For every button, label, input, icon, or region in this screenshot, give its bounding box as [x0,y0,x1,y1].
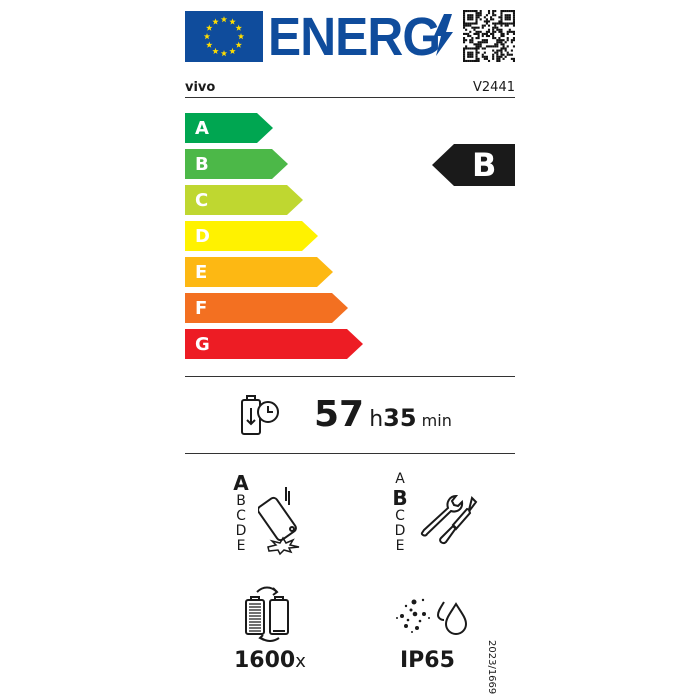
brand-name: vivo [185,80,216,95]
battery-endurance: 57 h35 min [314,394,452,435]
star [212,18,219,25]
hours-unit: h [369,407,384,432]
hours-value: 57 [314,394,365,435]
class-arrow [185,329,363,359]
divider [185,453,515,454]
class-arrow [185,293,348,323]
star [206,24,213,31]
minutes-unit: min [421,411,452,430]
lightning-icon [434,14,453,56]
dust-water-icon [396,598,468,635]
energy-class-f: F [185,293,348,323]
star [235,41,242,48]
battery-clock-icon [241,395,279,435]
cycles-value: 1600 [234,648,296,673]
scale-letter: D [235,523,247,539]
class-arrow [185,113,273,143]
eu-flag-logo [185,11,263,62]
rating-label: B [472,146,497,184]
energy-title: ENERG [268,7,441,67]
regulation-number: 2023/1669 [486,640,497,695]
model-id: V2441 [473,80,515,95]
energy-class-g: G [185,329,363,359]
wrench-screwdriver-icon [420,494,478,545]
class-label: E [195,262,208,283]
phone-drop-icon [258,487,300,556]
minutes-value: 35 [383,404,417,432]
divider [185,97,515,98]
star [206,41,213,48]
rating-arrow [432,144,515,186]
class-arrow [185,149,288,179]
star [237,33,245,40]
star [229,47,236,54]
battery-cycles: 1600x [234,648,306,673]
energy-class-a: A [185,113,273,143]
class-label: G [195,334,210,355]
energy-class-b: B [185,149,288,179]
scale-letter: D [394,523,406,539]
scale-letter: E [395,538,405,554]
class-label: A [195,118,209,139]
scale-letter: A [233,471,249,495]
ingress-protection: IP65 [400,648,455,673]
scale-letter: B [392,486,408,510]
scale-letter: C [395,508,405,524]
qr-code[interactable] [463,10,515,62]
divider [185,376,515,377]
class-arrow [185,257,333,287]
star [220,50,228,57]
energy-class-e: E [185,257,333,287]
energy-class-c: C [185,185,303,215]
battery-cycle-icon [245,586,289,642]
cycles-unit: x [295,651,306,672]
scale-letter: E [236,538,246,554]
class-label: D [195,226,210,247]
star [229,18,236,25]
star [203,33,211,40]
star [235,24,242,31]
energy-class-d: D [185,221,318,251]
scale-letter: A [395,471,405,487]
class-arrow [185,221,318,251]
class-label: B [195,154,209,175]
scale-letter: B [236,493,246,509]
star [220,16,228,23]
class-arrow [185,185,303,215]
class-label: F [195,298,208,319]
scale-letter: C [236,508,246,524]
star [212,47,219,54]
class-label: C [195,190,209,211]
